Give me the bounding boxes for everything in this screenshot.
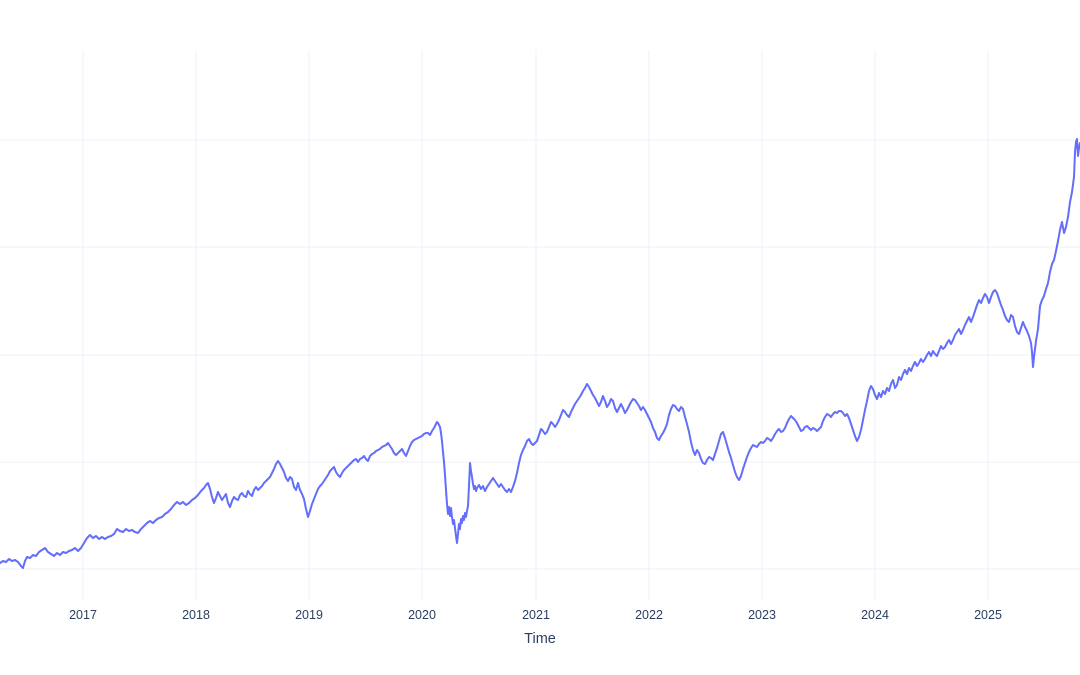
x-tick-label: 2019: [295, 608, 323, 622]
x-tick-label: 2018: [182, 608, 210, 622]
x-tick-label: 2017: [69, 608, 97, 622]
price-series-line[interactable]: [0, 138, 1080, 569]
x-tick-label: 2020: [408, 608, 436, 622]
gridlines: [0, 50, 1080, 600]
x-axis-title: Time: [524, 631, 556, 647]
x-tick-labels: 2017 2018 2019 2020 2021 2022 2023 2024 2025: [69, 608, 1002, 622]
x-tick-label: 2022: [635, 608, 663, 622]
x-tick-label: 2025: [974, 608, 1002, 622]
x-tick-label: 2021: [522, 608, 550, 622]
x-tick-label: 2023: [748, 608, 776, 622]
x-tick-label: 2024: [861, 608, 889, 622]
